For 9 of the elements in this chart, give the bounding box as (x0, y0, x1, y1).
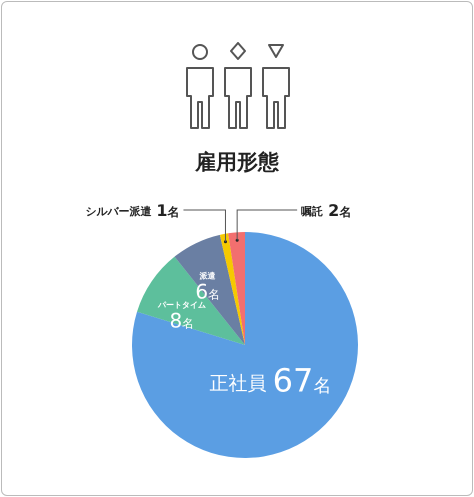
data-label: 67名 (272, 362, 332, 400)
slice-label: 派遣 (198, 272, 217, 281)
chart-title: 雇用形態 (194, 149, 280, 176)
slice-label: 嘱託 (301, 205, 324, 218)
data-label: 1名 (156, 201, 180, 220)
slice-label: シルバー派遣 (85, 205, 152, 218)
data-label: 2名 (328, 201, 352, 220)
data-label: 8名 (170, 308, 194, 333)
slice-label: 正社員 (210, 372, 267, 395)
